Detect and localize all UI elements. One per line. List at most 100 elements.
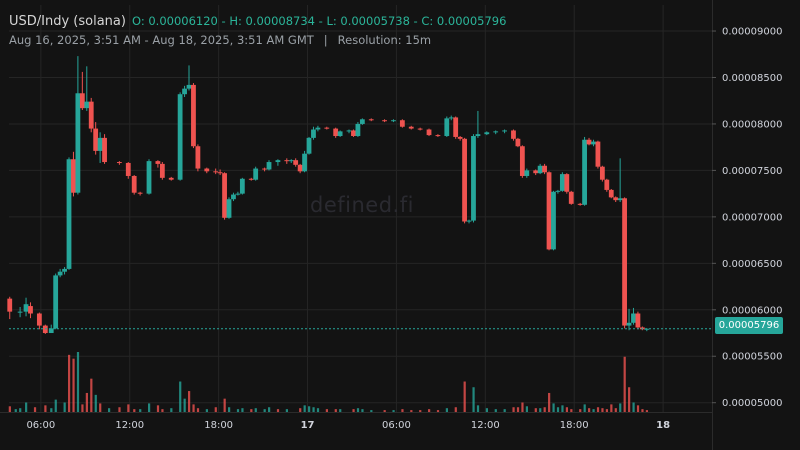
volume-bar — [641, 409, 644, 412]
watermark: defined.fi — [310, 193, 414, 217]
candle-body — [475, 134, 481, 137]
x-tick-label: 06:00 — [382, 420, 411, 431]
candle-body — [359, 119, 365, 124]
volume-bar — [383, 410, 386, 412]
candle-body — [577, 203, 583, 205]
volume-bar — [419, 410, 422, 412]
volume-bar — [72, 358, 75, 412]
volume-bar — [179, 381, 182, 412]
volume-bar — [410, 410, 413, 412]
volume-bar — [161, 409, 164, 412]
y-tick-label: 0.00009000 — [722, 27, 782, 38]
volume-bar — [552, 403, 555, 412]
candle-body — [555, 190, 561, 192]
volume-bar — [325, 409, 328, 412]
candle-body — [28, 306, 33, 314]
candle-body — [426, 129, 432, 136]
candle-body — [599, 166, 605, 180]
candle-body — [168, 177, 174, 180]
volume-bar — [223, 398, 226, 412]
volume-bar — [516, 407, 520, 412]
volume-bar — [312, 407, 315, 412]
y-tick-label: 0.00008000 — [722, 119, 782, 130]
volume-bar — [308, 406, 311, 412]
candle-body — [617, 198, 623, 201]
candle-body — [448, 117, 454, 119]
candle-body — [346, 130, 352, 132]
volume-bar — [548, 392, 551, 412]
candle-body — [36, 313, 42, 326]
y-tick-label: 0.00006500 — [722, 259, 782, 270]
date-range: Aug 16, 2025, 3:51 AM - Aug 18, 2025, 3:… — [9, 33, 314, 47]
candle-body — [297, 164, 303, 172]
volume-bar — [645, 410, 649, 412]
candle-body — [84, 101, 90, 109]
candle-body — [253, 168, 259, 180]
volume-bar — [133, 409, 136, 412]
resolution-label[interactable]: Resolution: 15m — [337, 33, 432, 47]
volume-bar — [118, 407, 121, 412]
candle-body — [626, 322, 632, 326]
volume-bar — [250, 409, 253, 412]
volume-bar — [339, 409, 342, 412]
candle-body — [608, 189, 614, 198]
y-tick-label: 0.00005500 — [722, 352, 782, 363]
pair-name[interactable]: USD/Indy (solana) — [9, 14, 126, 29]
volume-bar — [361, 409, 364, 412]
volume-bar — [50, 408, 53, 412]
candle-body — [457, 136, 463, 139]
volume-bar — [183, 398, 186, 412]
candle-body — [262, 168, 267, 170]
volume-bar — [401, 409, 404, 412]
volume-bar — [623, 356, 626, 412]
candle-body — [17, 311, 23, 313]
volume-bar — [127, 404, 130, 412]
candle-body — [546, 172, 552, 250]
candle-body — [635, 313, 641, 328]
volume-bar — [476, 405, 480, 412]
volume-bar — [236, 409, 240, 412]
candle-body — [75, 93, 81, 193]
candle-body — [351, 130, 356, 137]
volume-bar — [334, 409, 337, 412]
x-tick-label: 18:00 — [204, 420, 233, 431]
candle-body — [333, 128, 339, 137]
volume-bar — [619, 403, 622, 412]
candle-body — [493, 131, 499, 133]
volume-bar — [76, 352, 80, 412]
candle-body — [315, 127, 321, 130]
volume-bar — [276, 409, 280, 412]
x-tick-label: 06:00 — [26, 420, 55, 431]
candle-body — [293, 160, 299, 165]
candle-body — [48, 328, 54, 334]
volume-bar — [99, 403, 102, 412]
volume-bar — [570, 409, 573, 412]
candle-body — [604, 179, 610, 190]
volume-bar — [521, 402, 524, 412]
candle-body — [306, 137, 312, 154]
volume-bar — [583, 404, 586, 412]
candle-body — [7, 298, 13, 312]
candle-body — [368, 119, 374, 121]
y-tick-label: 0.00005000 — [722, 398, 782, 409]
candle-body — [57, 271, 63, 276]
candle-body — [582, 139, 587, 205]
volume-bar — [90, 378, 93, 412]
volume-bar — [8, 406, 11, 412]
candle-body — [302, 153, 307, 172]
candle-body — [435, 135, 441, 137]
y-tick-label: 0.00007000 — [722, 212, 782, 223]
candle-body — [288, 160, 294, 162]
candle-body — [519, 146, 525, 176]
x-tick-label: 18 — [656, 420, 670, 431]
separator: | — [323, 33, 328, 47]
volume-bar — [68, 354, 71, 412]
volume-bar — [25, 402, 28, 412]
volume-bar — [596, 407, 600, 412]
volume-bar — [263, 409, 266, 412]
candle-body — [355, 123, 361, 137]
candle-body — [484, 132, 490, 135]
candle-body — [337, 131, 343, 137]
volume-bar — [254, 408, 257, 412]
